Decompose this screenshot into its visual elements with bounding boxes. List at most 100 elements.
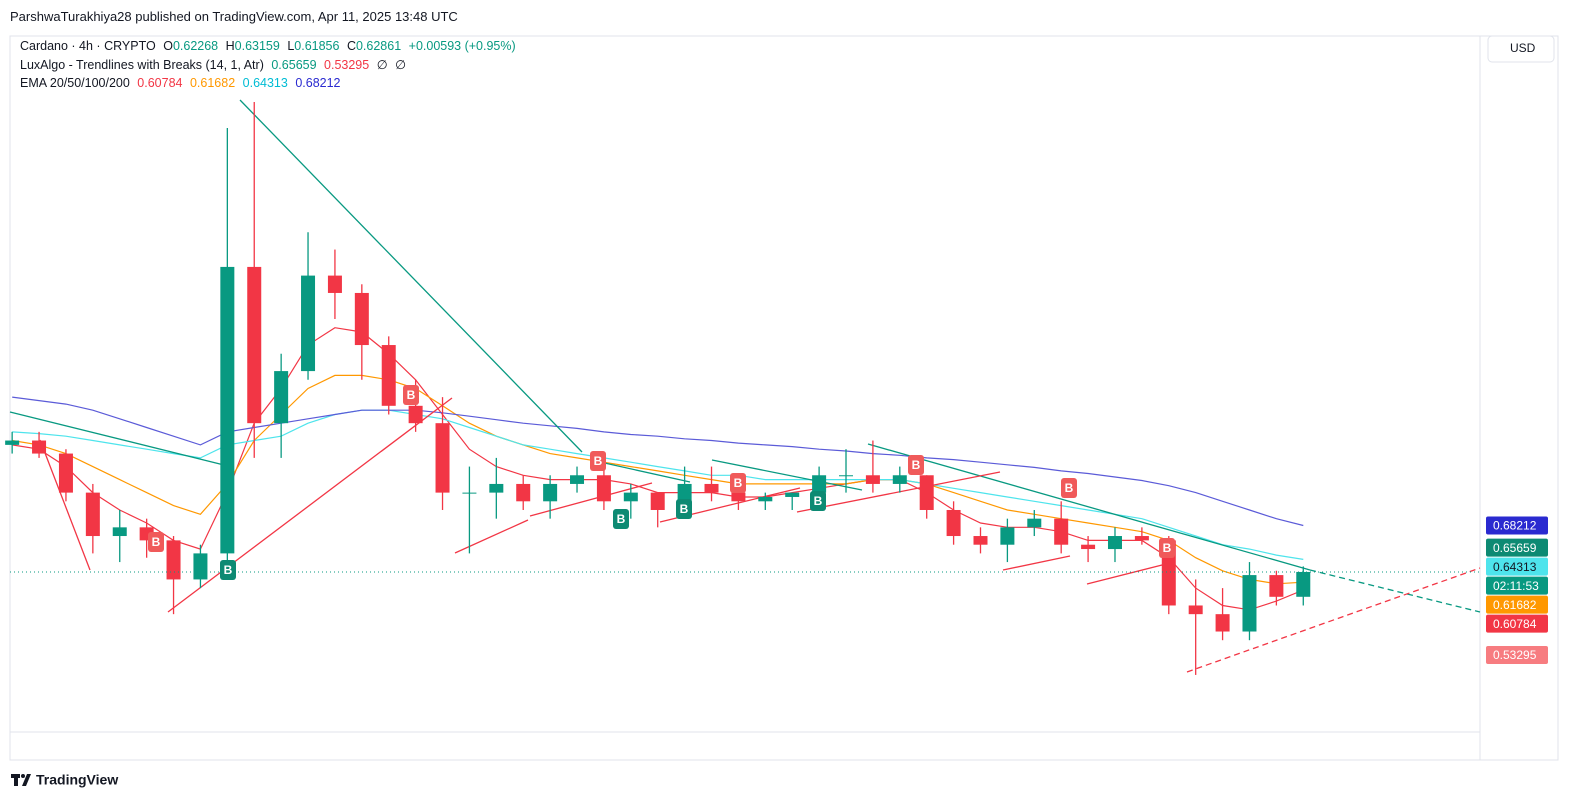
symbol: Cardano · 4h · CRYPTO <box>20 39 156 53</box>
candle-body <box>489 483 504 493</box>
break-label: B <box>617 512 626 526</box>
indicator-value: 0.68212 <box>295 76 341 90</box>
candle-body <box>193 553 208 580</box>
price-tag <box>1486 557 1548 576</box>
candle-body <box>946 509 961 537</box>
candle-body <box>623 492 638 502</box>
price-tag-label: 0.60784 <box>1493 617 1537 631</box>
break-marker <box>1159 538 1175 558</box>
candle-body <box>435 423 450 493</box>
ohlc-label: H <box>225 39 235 53</box>
candle-body <box>220 266 235 554</box>
break-marker <box>810 491 826 511</box>
ohlc-value: 0.63159 <box>234 39 280 53</box>
candle-body <box>1000 527 1015 545</box>
candle-body <box>5 440 20 445</box>
price-tag <box>1486 538 1548 557</box>
break-label: B <box>814 494 823 508</box>
break-marker <box>590 451 606 471</box>
break-marker <box>148 532 164 552</box>
legend-ema: EMA 20/50/100/200 0.60784 0.61682 0.6431… <box>20 76 345 90</box>
break-marker <box>730 473 746 493</box>
candle-body <box>327 275 342 293</box>
trendlines <box>9 99 1481 673</box>
break-marker <box>613 509 629 529</box>
candle-body <box>301 275 316 372</box>
indicator-name: LuxAlgo - Trendlines with Breaks (14, 1,… <box>20 58 264 72</box>
legend-symbol: Cardano · 4h · CRYPTO O0.62268 H0.63159 … <box>20 39 520 53</box>
break-label: B <box>680 502 689 516</box>
candle-body <box>1188 605 1203 615</box>
candle-body <box>1081 544 1096 550</box>
price-tag-label: 0.53295 <box>1493 648 1537 662</box>
candle-body <box>704 483 719 493</box>
price-tag <box>1486 614 1548 633</box>
currency[interactable]: USD <box>1510 41 1536 55</box>
candle-body <box>408 405 423 424</box>
indicator-value: 0.65659 <box>271 58 317 72</box>
candle-body <box>354 292 369 346</box>
candle-body <box>58 453 73 493</box>
break-marker <box>220 560 236 580</box>
indicator-flag: ∅ <box>376 58 388 72</box>
indicator-flag: ∅ <box>395 58 406 72</box>
break-label: B <box>407 388 416 402</box>
indicator-value: 0.61682 <box>189 76 236 90</box>
break-label: B <box>912 458 921 472</box>
brand: TradingView <box>36 772 118 788</box>
candle-body <box>1027 518 1042 528</box>
candle-body <box>892 475 907 484</box>
candle-body <box>865 475 880 484</box>
break-label: B <box>152 535 161 549</box>
indicator-name: EMA 20/50/100/200 <box>20 76 130 90</box>
candle-body <box>381 345 396 406</box>
candle-body <box>462 492 477 494</box>
ohlc-label: O <box>163 39 173 53</box>
candle-body <box>570 475 585 484</box>
indicator-value: 0.64313 <box>242 76 288 90</box>
indicator-value: 0.53295 <box>324 58 370 72</box>
break-label: B <box>224 563 233 577</box>
candle-body <box>32 440 47 454</box>
candle-body <box>1134 536 1149 541</box>
ohlc-label: L <box>287 39 295 53</box>
ohlc-value: 0.62268 <box>172 39 219 53</box>
candle-body <box>112 527 127 537</box>
price-tag <box>1486 646 1548 665</box>
candle-body <box>1107 536 1122 550</box>
candle-body <box>731 492 746 502</box>
break-label: B <box>1065 481 1074 495</box>
candle-body <box>543 483 558 502</box>
candle-body <box>1269 575 1284 597</box>
candle-body <box>650 492 665 510</box>
logo <box>11 774 31 786</box>
candle-body <box>516 483 531 502</box>
candle-body <box>1054 518 1069 545</box>
price-tag-label: 02:11:53 <box>1493 579 1539 593</box>
ohlc-value: 0.61856 <box>294 39 340 53</box>
legend-trendlines: LuxAlgo - Trendlines with Breaks (14, 1,… <box>20 57 410 72</box>
price-tag-label: 0.61682 <box>1493 598 1537 612</box>
currency-button[interactable] <box>1487 35 1555 63</box>
candle-body <box>812 475 827 493</box>
candle-body <box>1215 614 1230 632</box>
candle-body <box>973 536 988 545</box>
indicator-value: 0.60784 <box>137 76 183 90</box>
candle-body <box>758 496 773 502</box>
break-label: B <box>594 454 603 468</box>
ema-line <box>12 374 1304 585</box>
break-marker <box>908 455 924 475</box>
candle-body <box>596 475 611 502</box>
candle-body <box>839 475 854 477</box>
publisher: ParshwaTurakhiya28 published on TradingV… <box>10 9 458 24</box>
price-tag <box>1486 516 1548 535</box>
price-tag-label: 0.68212 <box>1493 519 1537 533</box>
candle-body <box>274 371 289 424</box>
break-label: B <box>1163 541 1172 555</box>
break-marker <box>676 499 692 519</box>
change: +0.00593 (+0.95%) <box>408 39 516 53</box>
candle-body <box>1296 571 1311 597</box>
candle-body <box>919 475 934 510</box>
